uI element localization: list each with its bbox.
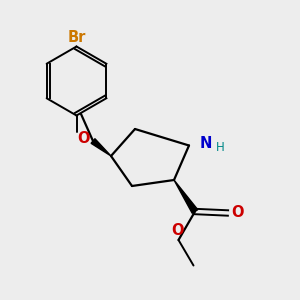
Text: Br: Br — [67, 30, 86, 45]
Text: O: O — [171, 223, 183, 238]
Text: O: O — [231, 205, 244, 220]
Text: H: H — [216, 141, 225, 154]
Polygon shape — [91, 139, 111, 156]
Polygon shape — [174, 180, 198, 213]
Text: O: O — [77, 131, 90, 146]
Text: N: N — [200, 136, 212, 151]
